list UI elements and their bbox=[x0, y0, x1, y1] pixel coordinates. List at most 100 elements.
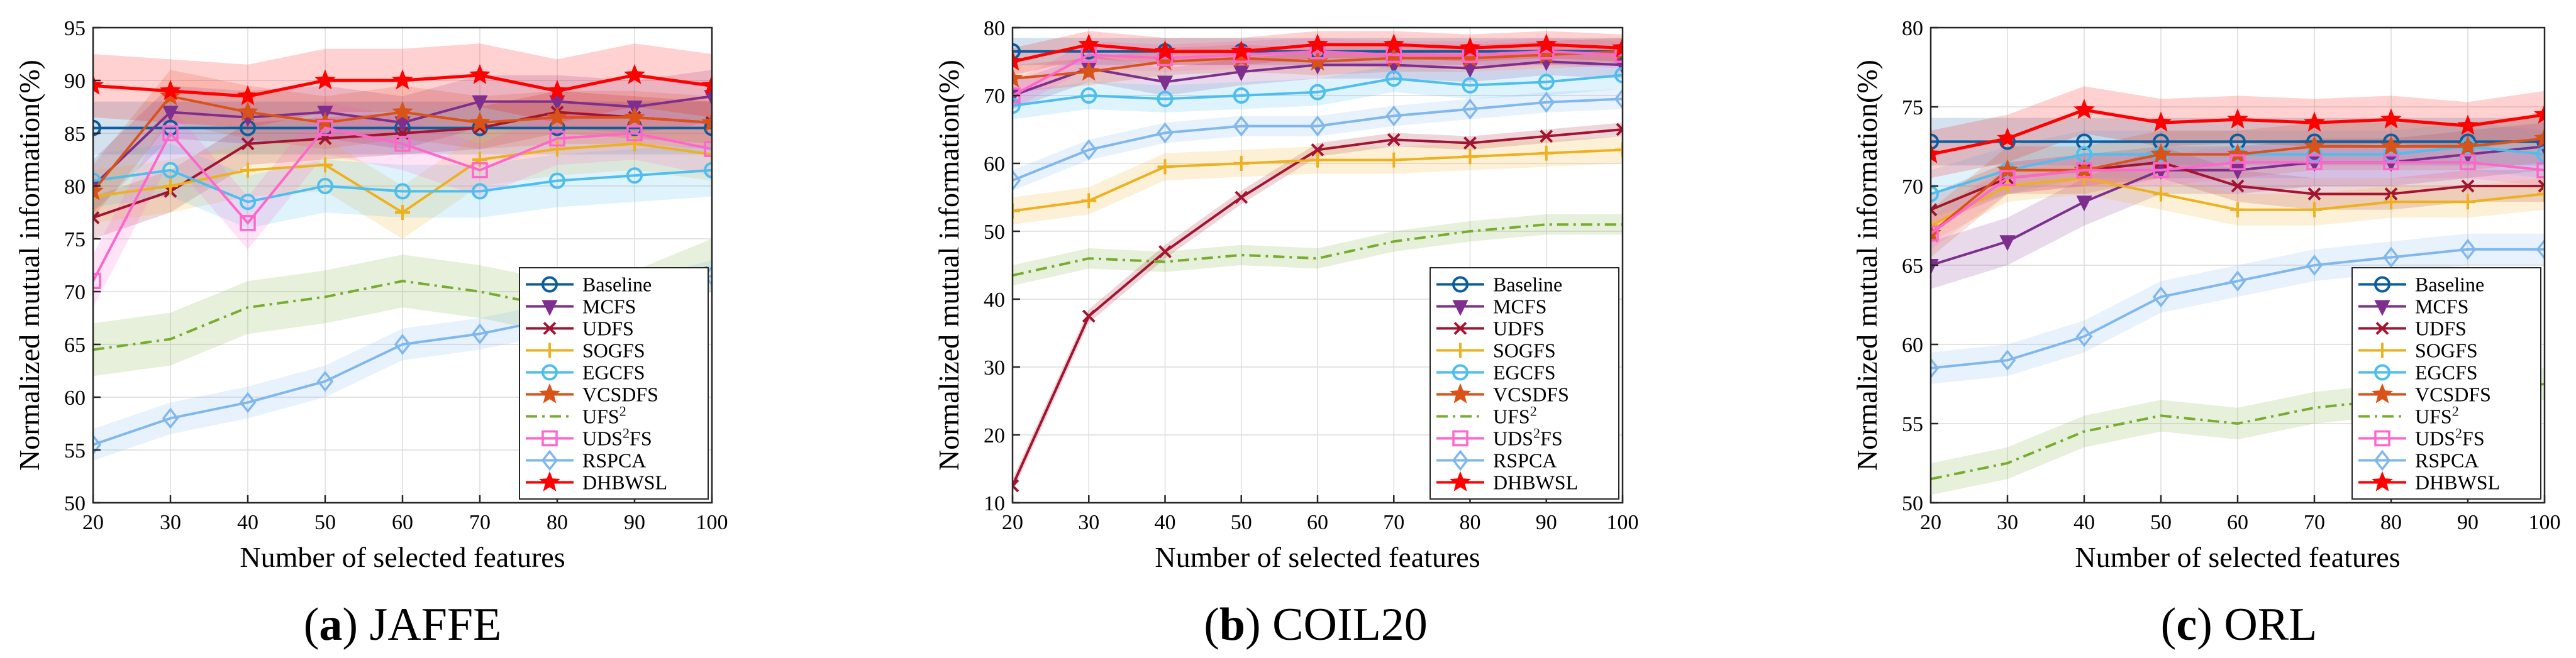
data-point-vcsdfs bbox=[1013, 67, 1023, 88]
data-point-rspca bbox=[2536, 238, 2545, 260]
y-tick-label: 60 bbox=[1902, 334, 1923, 357]
x-tick-label: 70 bbox=[2304, 511, 2325, 534]
x-tick-label: 40 bbox=[2074, 511, 2095, 534]
legend-marker-egcfs bbox=[541, 364, 558, 381]
legend-marker-egcfs bbox=[2374, 364, 2390, 381]
data-point-udfs bbox=[1931, 203, 1938, 217]
data-point-sogfs bbox=[2307, 202, 2322, 217]
series-line-egcfs bbox=[93, 168, 712, 204]
data-point-dhbwsl bbox=[2457, 114, 2479, 135]
data-point-uds bbox=[1614, 47, 1623, 63]
legend-marker-sogfs bbox=[542, 343, 557, 358]
data-point-egcfs bbox=[317, 178, 333, 194]
data-point-sogfs bbox=[1462, 149, 1478, 165]
data-point-egcfs bbox=[1309, 84, 1326, 101]
x-tick-label: 20 bbox=[82, 511, 104, 534]
legend-label-ufs: UFS2 bbox=[1493, 403, 1537, 428]
data-point-rspca bbox=[394, 334, 411, 355]
y-tick-label: 70 bbox=[984, 85, 1005, 108]
data-point-vcsdfs bbox=[2534, 127, 2545, 148]
x-tick-label: 80 bbox=[547, 511, 568, 534]
data-point-egcfs bbox=[1080, 87, 1097, 104]
data-point-dhbwsl bbox=[237, 85, 258, 106]
data-point-udfs bbox=[1463, 136, 1477, 150]
data-point-uds bbox=[1931, 225, 1939, 242]
data-point-uds bbox=[93, 273, 101, 289]
y-tick-label: 30 bbox=[984, 356, 1005, 380]
data-point-uds bbox=[704, 141, 712, 157]
data-point-egcfs bbox=[1233, 87, 1250, 104]
data-point-sogfs bbox=[472, 152, 487, 167]
data-point-udfs bbox=[2538, 179, 2545, 193]
legend-label-uds: UDS2FS bbox=[2415, 425, 2485, 450]
legend-marker-uds bbox=[2374, 430, 2390, 447]
data-point-dhbwsl bbox=[314, 69, 336, 90]
data-point-uds bbox=[1999, 170, 2016, 187]
legend-label-uds: UDS2FS bbox=[1493, 425, 1563, 450]
legend-marker-egcfs bbox=[1452, 364, 1468, 381]
legend-marker-udfs bbox=[543, 322, 557, 335]
y-tick-label: 55 bbox=[64, 439, 86, 463]
data-point-vcsdfs bbox=[1078, 60, 1100, 81]
legend-label-vcsdfs: VCSDFS bbox=[2415, 383, 2491, 406]
data-point-rspca bbox=[1080, 139, 1097, 161]
y-tick-label: 50 bbox=[984, 221, 1005, 244]
legend-marker-baseline bbox=[1452, 276, 1468, 293]
data-point-sogfs bbox=[2153, 186, 2168, 202]
data-point-uds bbox=[2383, 154, 2399, 170]
data-point-uds bbox=[162, 125, 179, 141]
y-axis-label: Normalized mutual information(%) bbox=[13, 60, 45, 471]
y-tick-label: 90 bbox=[64, 70, 86, 93]
y-tick-label: 80 bbox=[984, 17, 1005, 40]
data-point-egcfs bbox=[1385, 70, 1402, 87]
legend-label-dhbwsl: DHBWSL bbox=[1493, 471, 1578, 494]
x-tick-label: 100 bbox=[2529, 511, 2561, 534]
legend-marker-dhbwsl bbox=[539, 471, 560, 491]
series-line-egcfs bbox=[1013, 74, 1623, 107]
data-point-rspca bbox=[2075, 326, 2093, 348]
x-tick-label: 50 bbox=[1231, 511, 1252, 534]
band-egcfs bbox=[93, 143, 712, 229]
series-line-uds bbox=[1931, 161, 2545, 235]
data-point-udfs bbox=[2307, 187, 2321, 201]
x-tick-label: 70 bbox=[469, 511, 491, 534]
legend-label-sogfs: SOGFS bbox=[582, 339, 645, 362]
data-point-udfs bbox=[241, 137, 255, 151]
legend-marker-rspca bbox=[2373, 449, 2391, 471]
data-point-rspca bbox=[2152, 286, 2170, 308]
data-point-udfs bbox=[1235, 190, 1248, 204]
x-tick-label: 90 bbox=[2457, 511, 2479, 534]
legend-label-uds: UDS2FS bbox=[582, 425, 652, 450]
data-point-mcfs bbox=[2076, 195, 2092, 212]
data-point-vcsdfs bbox=[392, 101, 413, 121]
data-point-egcfs bbox=[1538, 74, 1555, 90]
data-point-egcfs bbox=[240, 194, 256, 211]
data-point-egcfs bbox=[162, 162, 179, 178]
data-point-mcfs bbox=[2229, 163, 2246, 180]
legend-label-vcsdfs: VCSDFS bbox=[582, 383, 658, 406]
y-tick-label: 40 bbox=[984, 288, 1005, 312]
legend-label-baseline: Baseline bbox=[2415, 273, 2484, 296]
data-point-sogfs bbox=[627, 136, 642, 151]
x-tick-label: 60 bbox=[1307, 511, 1328, 534]
data-point-sogfs bbox=[163, 178, 178, 194]
data-point-dhbwsl bbox=[2380, 108, 2402, 129]
legend-marker-vcsdfs bbox=[539, 383, 560, 403]
y-tick-label: 10 bbox=[984, 492, 1005, 515]
data-point-vcsdfs bbox=[2380, 135, 2402, 156]
data-point-sogfs bbox=[318, 157, 333, 173]
legend-marker-vcsdfs bbox=[2372, 383, 2393, 403]
legend-marker-vcsdfs bbox=[1450, 383, 1471, 403]
data-point-vcsdfs bbox=[237, 101, 258, 121]
y-tick-label: 70 bbox=[1902, 175, 1923, 199]
chart-panel-jaffe: 20 30 40 50 60 70 80 90 100 50 55 60 65 70 75 80 85 90 95 N… bbox=[13, 17, 728, 650]
data-point-udfs bbox=[1158, 244, 1172, 258]
legend-marker-baseline bbox=[2374, 276, 2390, 293]
data-point-mcfs bbox=[1157, 75, 1174, 92]
data-point-baseline bbox=[704, 119, 712, 136]
data-point-dhbwsl bbox=[93, 74, 104, 95]
legend-label-dhbwsl: DHBWSL bbox=[582, 471, 667, 494]
data-point-sogfs bbox=[704, 146, 712, 162]
data-point-dhbwsl bbox=[1154, 40, 1176, 61]
